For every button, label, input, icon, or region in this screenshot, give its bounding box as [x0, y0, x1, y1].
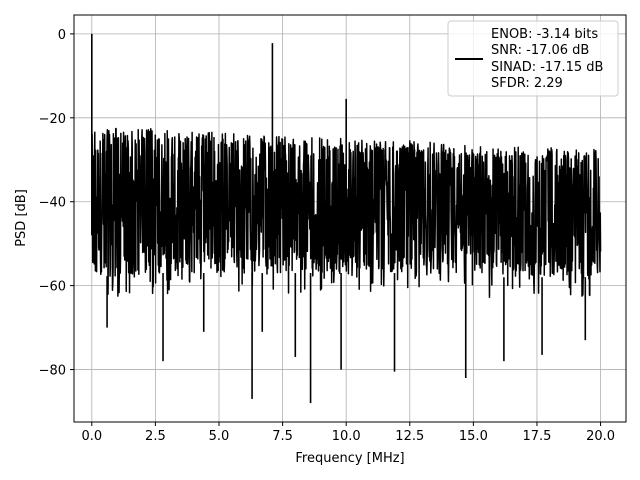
x-tick-label: 15.0 [459, 429, 488, 444]
y-tick-label: 0 [58, 28, 66, 43]
x-tick-label: 10.0 [332, 429, 361, 444]
x-tick-label: 7.5 [272, 429, 293, 444]
x-tick-label: 12.5 [395, 429, 424, 444]
y-axis-label: PSD [dB] [14, 189, 29, 247]
legend: ENOB: -3.14 bits SNR: -17.06 dB SINAD: -… [447, 20, 619, 97]
y-tick-label: −20 [39, 112, 66, 127]
y-tick-label: −80 [39, 364, 66, 379]
x-tick-label: 17.5 [522, 429, 551, 444]
y-tick-label: −40 [39, 196, 66, 211]
axes-frame [73, 14, 627, 423]
x-tick-label: 20.0 [586, 429, 615, 444]
x-tick-label: 0.0 [81, 429, 102, 444]
legend-entry-sinad: SINAD: -17.15 dB [491, 60, 603, 75]
legend-entry-enob: ENOB: -3.14 bits [491, 27, 598, 42]
x-axis-label: Frequency [MHz] [295, 451, 404, 466]
plot-area [91, 33, 602, 404]
x-tick-label: 2.5 [145, 429, 166, 444]
ticks: 0.0 2.5 5.0 7.5 10.0 12.5 15.0 17.5 20.0 0 −20 −40 −… [39, 28, 615, 444]
legend-box [447, 20, 619, 97]
x-tick-label: 5.0 [209, 429, 230, 444]
legend-entry-snr: SNR: -17.06 dB [491, 43, 589, 58]
y-tick-label: −60 [39, 280, 66, 295]
legend-entry-sfdr: SFDR: 2.29 [491, 76, 563, 91]
